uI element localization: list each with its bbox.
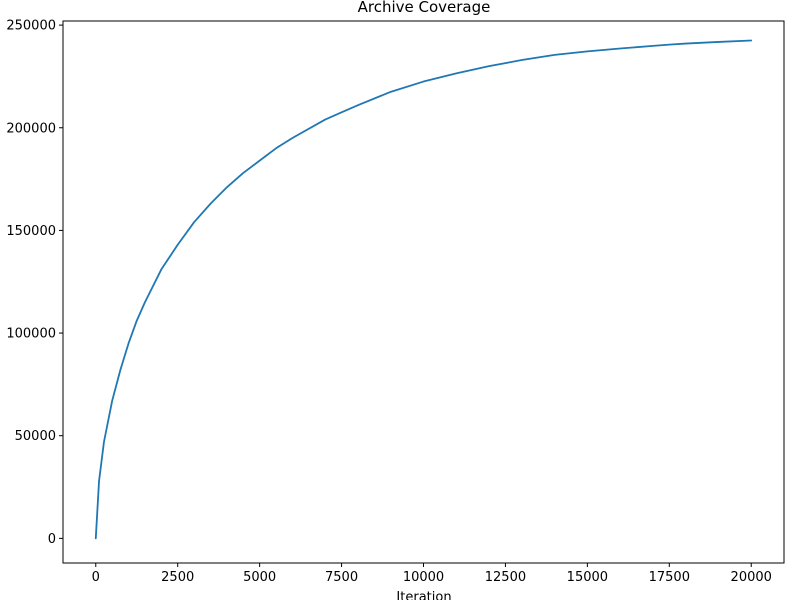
x-tick-label: 10000	[403, 570, 444, 585]
x-tick-label: 12500	[485, 570, 526, 585]
y-tick-label: 100000	[6, 327, 56, 342]
y-tick-label: 250000	[6, 19, 56, 34]
y-tick-label: 50000	[15, 429, 56, 444]
x-tick-label: 5000	[243, 570, 276, 585]
x-axis-label: Iteration	[396, 590, 451, 600]
x-tick-label: 7500	[325, 570, 358, 585]
x-axis: 0 2500 5000 7500 10000 12500 15000 17500 20000	[92, 563, 772, 585]
y-tick-label: 150000	[6, 224, 56, 239]
x-tick-label: 2500	[161, 570, 194, 585]
series-line-0	[94, 39, 753, 540]
x-tick-label: 20000	[731, 570, 772, 585]
x-tick-label: 15000	[567, 570, 608, 585]
x-tick-label: 17500	[649, 570, 690, 585]
plot-area	[94, 39, 753, 540]
x-tick-label: 0	[92, 570, 100, 585]
y-tick-label: 0	[48, 532, 56, 547]
chart-title: Archive Coverage	[358, 0, 491, 16]
y-tick-label: 200000	[6, 121, 56, 136]
y-axis: 0 50000 100000 150000 200000 250000	[6, 19, 63, 547]
